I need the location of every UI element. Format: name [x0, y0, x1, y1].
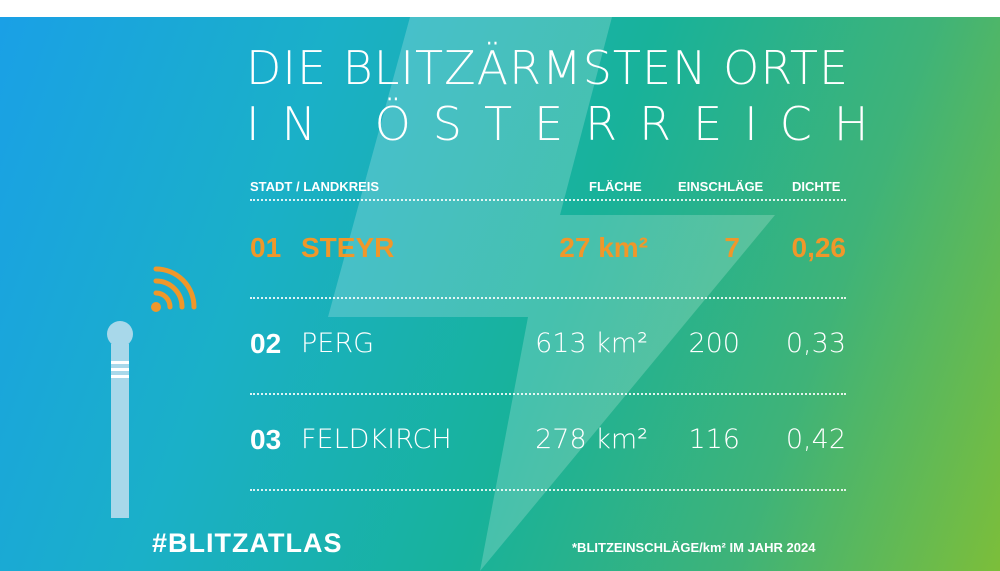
row-2-city: PERG — [301, 328, 375, 359]
header-city: STADT / LANDKREIS — [250, 179, 380, 194]
row-1-strikes: 7 — [724, 232, 740, 263]
row-1-city: STEYR — [301, 232, 395, 263]
row-3-area: 278 km² — [535, 424, 648, 455]
title-line-1: DIE BLITZÄRMSTEN ORTE — [246, 41, 850, 95]
row-3-rank: 03 — [250, 424, 282, 455]
lightning-rod-icon — [107, 321, 133, 518]
row-2-strikes: 200 — [688, 328, 740, 359]
row-2-density: 0,33 — [785, 328, 846, 359]
divider — [250, 297, 846, 299]
lightning-bolt-icon — [328, 17, 775, 571]
divider — [250, 489, 846, 491]
row-3-density: 0,42 — [785, 424, 846, 455]
footnote: *BLITZEINSCHLÄGE/km² IM JAHR 2024 — [572, 540, 816, 555]
infographic-canvas: DIE BLITZÄRMSTEN ORTE IN ÖSTERREICH STAD… — [0, 17, 1000, 571]
divider — [250, 393, 846, 395]
row-1-rank: 01 — [250, 232, 282, 263]
divider — [250, 199, 846, 201]
title-line-2: IN ÖSTERREICH — [246, 97, 891, 151]
header-strikes: EINSCHLÄGE — [678, 179, 764, 194]
row-1-density: 0,26 — [791, 232, 847, 263]
row-3-city: FELDKIRCH — [301, 424, 452, 455]
row-2-area: 613 km² — [535, 328, 648, 359]
row-1-area: 27 km² — [559, 232, 648, 263]
row-2-rank: 02 — [250, 328, 282, 359]
signal-waves-icon — [151, 266, 197, 312]
row-3-strikes: 116 — [688, 424, 740, 455]
header-area: FLÄCHE — [589, 179, 642, 194]
hashtag: #BLITZATLAS — [152, 528, 343, 558]
header-density: DICHTE — [792, 179, 841, 194]
